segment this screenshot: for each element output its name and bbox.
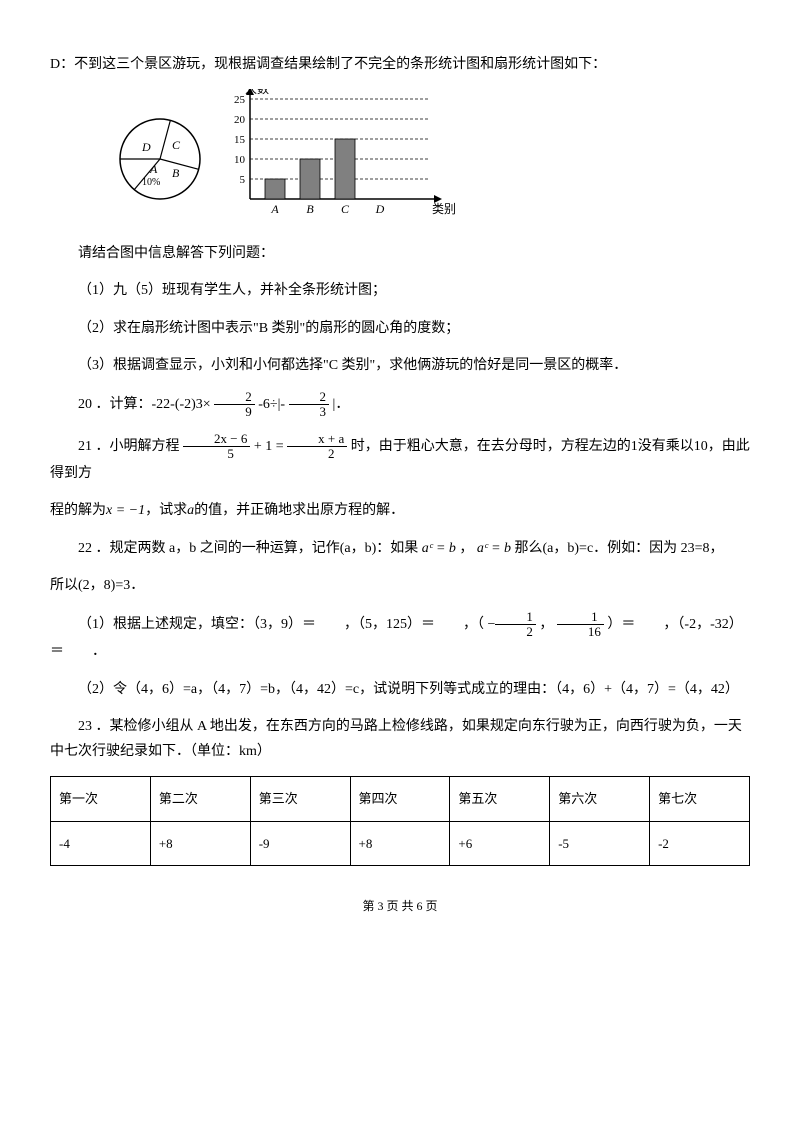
q22-frac1: 12: [495, 610, 536, 640]
intro-d-text: D：不到这三个景区游玩，现根据调查结果绘制了不完全的条形统计图和扇形统计图如下：: [50, 52, 750, 77]
q22-l1c: 那么(a，b)=c．例如：因为 23=8，: [515, 541, 724, 556]
q21-mid1: + 1 =: [254, 439, 287, 454]
table-header-cell: 第三次: [250, 777, 350, 821]
q22-f1-den: 2: [495, 625, 536, 639]
svg-text:10: 10: [234, 154, 246, 166]
q20-frac1-num: 2: [214, 390, 255, 405]
q22-sub1a: （1）根据上述规定，填空：（3，9）＝ ，（5，125）＝ ，（: [78, 617, 484, 632]
q20-frac2: 23: [289, 390, 330, 420]
pie-chart-svg: D CBA10%: [110, 109, 210, 229]
q21-prefix: 21 ．小明解方程: [78, 439, 183, 454]
svg-text:5: 5: [240, 174, 246, 186]
question-20: 20 ．计算：-22-(-2)3× 29 -6÷|- 23 |．: [50, 390, 750, 420]
table-cell: -4: [51, 821, 151, 865]
q20-mid: -6÷|-: [258, 397, 285, 412]
q22-l1b: ，: [459, 541, 473, 556]
q20-frac2-den: 3: [289, 405, 330, 419]
table-header-cell: 第四次: [350, 777, 450, 821]
svg-text:C: C: [341, 202, 350, 216]
table-header-cell: 第六次: [550, 777, 650, 821]
q20-frac1-den: 9: [214, 405, 255, 419]
charts-container: DCBA10% 人数510152025ABCD类别: [110, 89, 750, 229]
q21-line2b: ，试求: [145, 503, 187, 518]
svg-text:20: 20: [234, 114, 246, 126]
table-header-cell: 第一次: [51, 777, 151, 821]
table-header-cell: 第二次: [150, 777, 250, 821]
question-sub3: （3）根据调查显示，小刘和小何都选择"C 类别"，求他俩游玩的恰好是同一景区的概…: [50, 353, 750, 378]
table-cell: -9: [250, 821, 350, 865]
bar-chart-svg: 人数510152025ABCD类别: [220, 89, 460, 229]
table-cell: -5: [550, 821, 650, 865]
q22-f2-den: 16: [557, 625, 604, 639]
svg-text:C: C: [172, 138, 181, 152]
q21-frac2: x + a2: [287, 432, 347, 462]
table-cell: +6: [450, 821, 550, 865]
svg-text:15: 15: [234, 134, 246, 146]
table-header-row: 第一次第二次第三次第四次第五次第六次第七次: [51, 777, 750, 821]
q21-f1-den: 5: [183, 447, 250, 461]
q22-pow2: aᶜ = b: [477, 541, 511, 556]
q20-suffix: |．: [333, 397, 350, 412]
data-table: 第一次第二次第三次第四次第五次第六次第七次 -4+8-9+8+6-5-2: [50, 776, 750, 866]
q21-f2-num: x + a: [287, 432, 347, 447]
svg-text:25: 25: [234, 94, 246, 106]
svg-text:D: D: [375, 202, 385, 216]
question-21-line2: 程的解为x = −1，试求a的值，并正确地求出原方程的解．: [50, 498, 750, 523]
question-22-sub2: （2）令（4，6）=a，（4，7）=b，（4，42）=c，试说明下列等式成立的理…: [50, 677, 750, 702]
question-sub2: （2）求在扇形统计图中表示"B 类别"的扇形的圆心角的度数；: [50, 316, 750, 341]
q21-line2c: 的值，并正确地求出原方程的解．: [194, 503, 404, 518]
table-row: -4+8-9+8+6-5-2: [51, 821, 750, 865]
question-21-line1: 21 ．小明解方程 2x − 65 + 1 = x + a2 时，由于粗心大意，…: [50, 432, 750, 487]
svg-text:类别: 类别: [432, 202, 456, 216]
svg-text:D: D: [141, 140, 151, 154]
q22-neg1: −: [488, 617, 496, 632]
q20-prefix: 20 ．计算：-22-(-2)3×: [78, 397, 211, 412]
question-22-line1: 22 ．规定两数 a，b 之间的一种运算，记作(a，b)：如果 aᶜ = b ，…: [50, 536, 750, 561]
svg-text:10%: 10%: [142, 177, 160, 188]
q21-eq: x = −1: [106, 503, 145, 518]
table-cell: +8: [150, 821, 250, 865]
q21-f1-num: 2x − 6: [183, 432, 250, 447]
svg-text:B: B: [172, 166, 180, 180]
table-header-cell: 第七次: [650, 777, 750, 821]
svg-text:A: A: [149, 162, 158, 176]
question-22-sub1: （1）根据上述规定，填空：（3，9）＝ ，（5，125）＝ ，（ −12 ， 1…: [50, 610, 750, 665]
q22-frac2: 116: [557, 610, 604, 640]
question-23: 23 ．某检修小组从 A 地出发，在东西方向的马路上检修线路，如果规定向东行驶为…: [50, 714, 750, 764]
q21-f2-den: 2: [287, 447, 347, 461]
q22-sub1mid: ，: [539, 617, 553, 632]
page-footer: 第 3 页 共 6 页: [50, 896, 750, 918]
q21-line2a: 程的解为: [50, 503, 106, 518]
question-context: 请结合图中信息解答下列问题：: [50, 241, 750, 266]
q22-f1-num: 1: [495, 610, 536, 625]
table-cell: +8: [350, 821, 450, 865]
q22-pow1: aᶜ = b: [422, 541, 456, 556]
svg-text:A: A: [270, 202, 279, 216]
q22-f2-num: 1: [557, 610, 604, 625]
table-header-cell: 第五次: [450, 777, 550, 821]
q20-frac2-num: 2: [289, 390, 330, 405]
q22-l1a: 22 ．规定两数 a，b 之间的一种运算，记作(a，b)：如果: [78, 541, 418, 556]
question-sub1: （1）九（5）班现有学生人，并补全条形统计图；: [50, 278, 750, 303]
q20-frac1: 29: [214, 390, 255, 420]
table-cell: -2: [650, 821, 750, 865]
q21-frac1: 2x − 65: [183, 432, 250, 462]
svg-text:B: B: [306, 202, 314, 216]
question-22-line2: 所以(2，8)=3．: [50, 573, 750, 598]
